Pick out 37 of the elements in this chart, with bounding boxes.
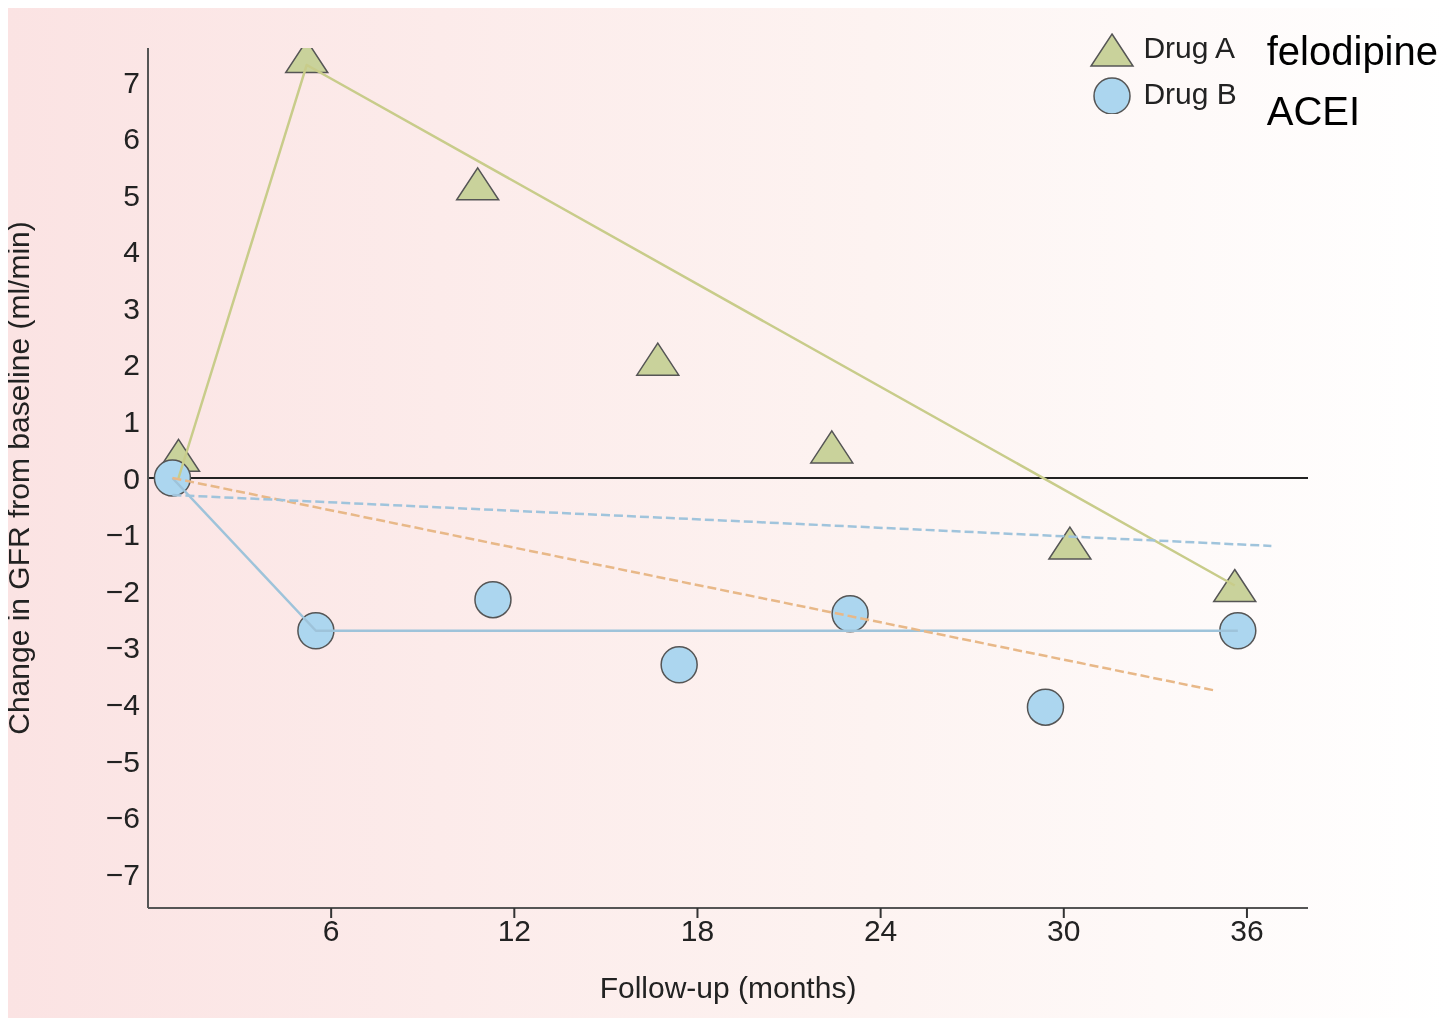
legend-label: Drug A: [1143, 31, 1236, 65]
annotation: ACEI: [1266, 88, 1362, 134]
x-tick-label: 12: [497, 914, 531, 948]
y-tick-label: 1: [123, 405, 140, 439]
y-tick-label: −1: [105, 518, 140, 552]
legend-label: Drug B: [1143, 77, 1237, 111]
x-tick-label: 30: [1047, 914, 1081, 948]
y-tick-label: −7: [105, 857, 140, 891]
y-tick-label: −3: [105, 631, 140, 665]
y-tick-label: −6: [105, 801, 140, 835]
x-axis-title: Follow-up (months): [599, 971, 857, 1004]
point: [1048, 526, 1092, 560]
x-tick-label: 6: [322, 914, 340, 948]
point: [1212, 568, 1257, 603]
y-tick-label: 0: [123, 461, 140, 495]
x-tick-label: 36: [1230, 914, 1264, 948]
y-tick-label: 7: [123, 65, 140, 99]
y-tick-label: −5: [105, 744, 140, 778]
point: [810, 430, 854, 464]
point: [831, 595, 869, 633]
point: [297, 612, 335, 650]
y-tick-label: 4: [123, 235, 140, 269]
y-tick-label: 2: [123, 348, 140, 382]
annotation: felodipine: [1266, 28, 1438, 74]
y-tick-label: 3: [123, 291, 140, 325]
y-tick-label: −4: [105, 687, 140, 721]
point: [636, 342, 680, 376]
point: [1219, 612, 1257, 650]
y-tick-label: 6: [123, 122, 140, 156]
x-tick-label: 18: [680, 914, 715, 948]
x-tick-label: 24: [863, 914, 898, 948]
point: [474, 580, 512, 619]
y-tick-label: 5: [123, 178, 140, 212]
y-tick-label: −2: [105, 574, 140, 608]
point: [660, 645, 698, 684]
point: [455, 167, 500, 201]
point: [1026, 688, 1065, 726]
